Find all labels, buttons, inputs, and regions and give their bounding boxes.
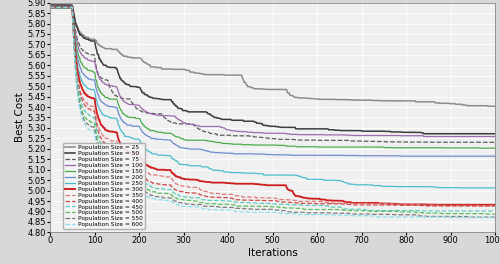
Y-axis label: Best Cost: Best Cost bbox=[14, 93, 24, 142]
X-axis label: Iterations: Iterations bbox=[248, 248, 298, 258]
Legend: Population Size = 25, Population Size = 50, Population Size = 75, Population Siz: Population Size = 25, Population Size = … bbox=[63, 143, 144, 229]
